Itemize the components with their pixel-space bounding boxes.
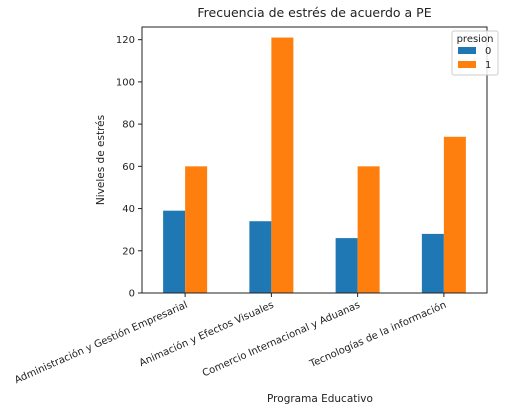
x-axis-title: Programa Educativo	[267, 393, 373, 405]
bar-animaci-n-y-efectos-visuales-series-1	[271, 37, 294, 293]
legend-title: presion	[457, 34, 494, 45]
bar-animaci-n-y-efectos-visuales-series-0	[249, 221, 272, 293]
x-tick-label: Tecnologías de la información	[307, 299, 448, 371]
plot-area: 0 20 40 60 80 100 120 Administración y Gestión …	[13, 26, 488, 386]
y-tick-label: 20	[122, 246, 135, 257]
y-tick-label: 60	[122, 162, 135, 173]
legend-swatch-0	[458, 47, 476, 54]
y-tick-label: 0	[129, 289, 135, 300]
y-tick-label: 100	[116, 77, 135, 88]
legend: presion 0 1	[451, 30, 499, 76]
chart-title: Frecuencia de estrés de acuerdo a PE	[197, 5, 431, 20]
legend-label-1: 1	[485, 60, 491, 71]
y-tick-label: 120	[116, 35, 135, 46]
bar-tecnolog-as-de-la-informaci-n-series-0	[421, 233, 444, 293]
x-tick-label: Comercio Internacional y Aduanas	[201, 300, 362, 380]
y-tick-label: 80	[122, 120, 135, 131]
bar-tecnolog-as-de-la-informaci-n-series-1	[443, 136, 466, 293]
legend-swatch-1	[458, 61, 476, 68]
plot-frame	[141, 26, 488, 294]
bar-administraci-n-y-gesti-n-empresarial-series-0	[163, 210, 186, 293]
y-axis-title: Niveles de estrés	[95, 115, 107, 205]
bar-comercio-internacional-y-aduanas-series-0	[335, 238, 358, 293]
bar-comercio-internacional-y-aduanas-series-1	[357, 166, 380, 293]
x-tick-label: Animación y Efectos Visuales	[137, 299, 275, 369]
bar-administraci-n-y-gesti-n-empresarial-series-1	[185, 166, 208, 293]
y-tick-label: 40	[122, 204, 135, 215]
legend-label-0: 0	[485, 46, 491, 57]
x-tick-label: Administración y Gestión Empresarial	[13, 299, 190, 386]
